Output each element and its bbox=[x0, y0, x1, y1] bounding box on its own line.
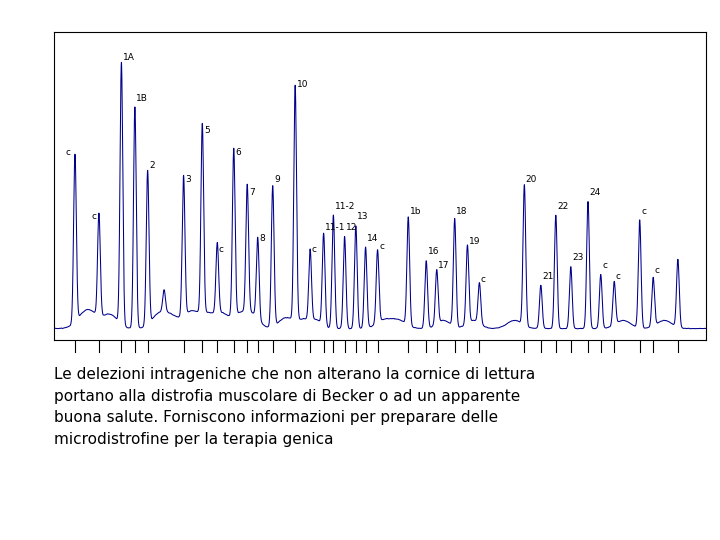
Text: 11-2: 11-2 bbox=[335, 201, 355, 211]
Text: c: c bbox=[642, 207, 646, 216]
Text: 7: 7 bbox=[248, 188, 254, 197]
Text: c: c bbox=[312, 245, 317, 254]
Text: 20: 20 bbox=[526, 174, 537, 184]
Text: 1b: 1b bbox=[410, 207, 421, 216]
Text: 14: 14 bbox=[367, 234, 379, 243]
Text: c: c bbox=[66, 147, 71, 157]
Text: Le delezioni intrageniche che non alterano la cornice di lettura
portano alla di: Le delezioni intrageniche che non altera… bbox=[54, 367, 535, 447]
Text: c: c bbox=[481, 274, 486, 284]
Text: 6: 6 bbox=[235, 147, 241, 157]
Text: 18: 18 bbox=[456, 207, 468, 216]
Text: 11-1: 11-1 bbox=[325, 223, 346, 232]
Text: 21: 21 bbox=[542, 272, 554, 281]
Text: 2: 2 bbox=[149, 161, 155, 170]
Text: 22: 22 bbox=[557, 201, 569, 211]
Text: 3: 3 bbox=[185, 174, 191, 184]
Text: c: c bbox=[379, 242, 384, 251]
Text: 23: 23 bbox=[572, 253, 584, 262]
Text: 9: 9 bbox=[274, 174, 280, 184]
Text: 16: 16 bbox=[428, 247, 439, 256]
Text: c: c bbox=[91, 212, 96, 221]
Text: 19: 19 bbox=[469, 237, 480, 246]
Text: 8: 8 bbox=[259, 234, 265, 243]
Text: 10: 10 bbox=[297, 80, 308, 89]
Text: c: c bbox=[654, 266, 660, 275]
Text: c: c bbox=[602, 261, 607, 270]
Text: 1B: 1B bbox=[136, 93, 148, 103]
Text: 12: 12 bbox=[346, 223, 357, 232]
Text: 1A: 1A bbox=[123, 53, 135, 62]
Text: 5: 5 bbox=[204, 126, 210, 135]
Text: 17: 17 bbox=[438, 261, 450, 270]
Text: 13: 13 bbox=[357, 212, 369, 221]
Text: c: c bbox=[616, 272, 621, 281]
Text: 24: 24 bbox=[590, 188, 600, 197]
Text: c: c bbox=[219, 245, 224, 254]
